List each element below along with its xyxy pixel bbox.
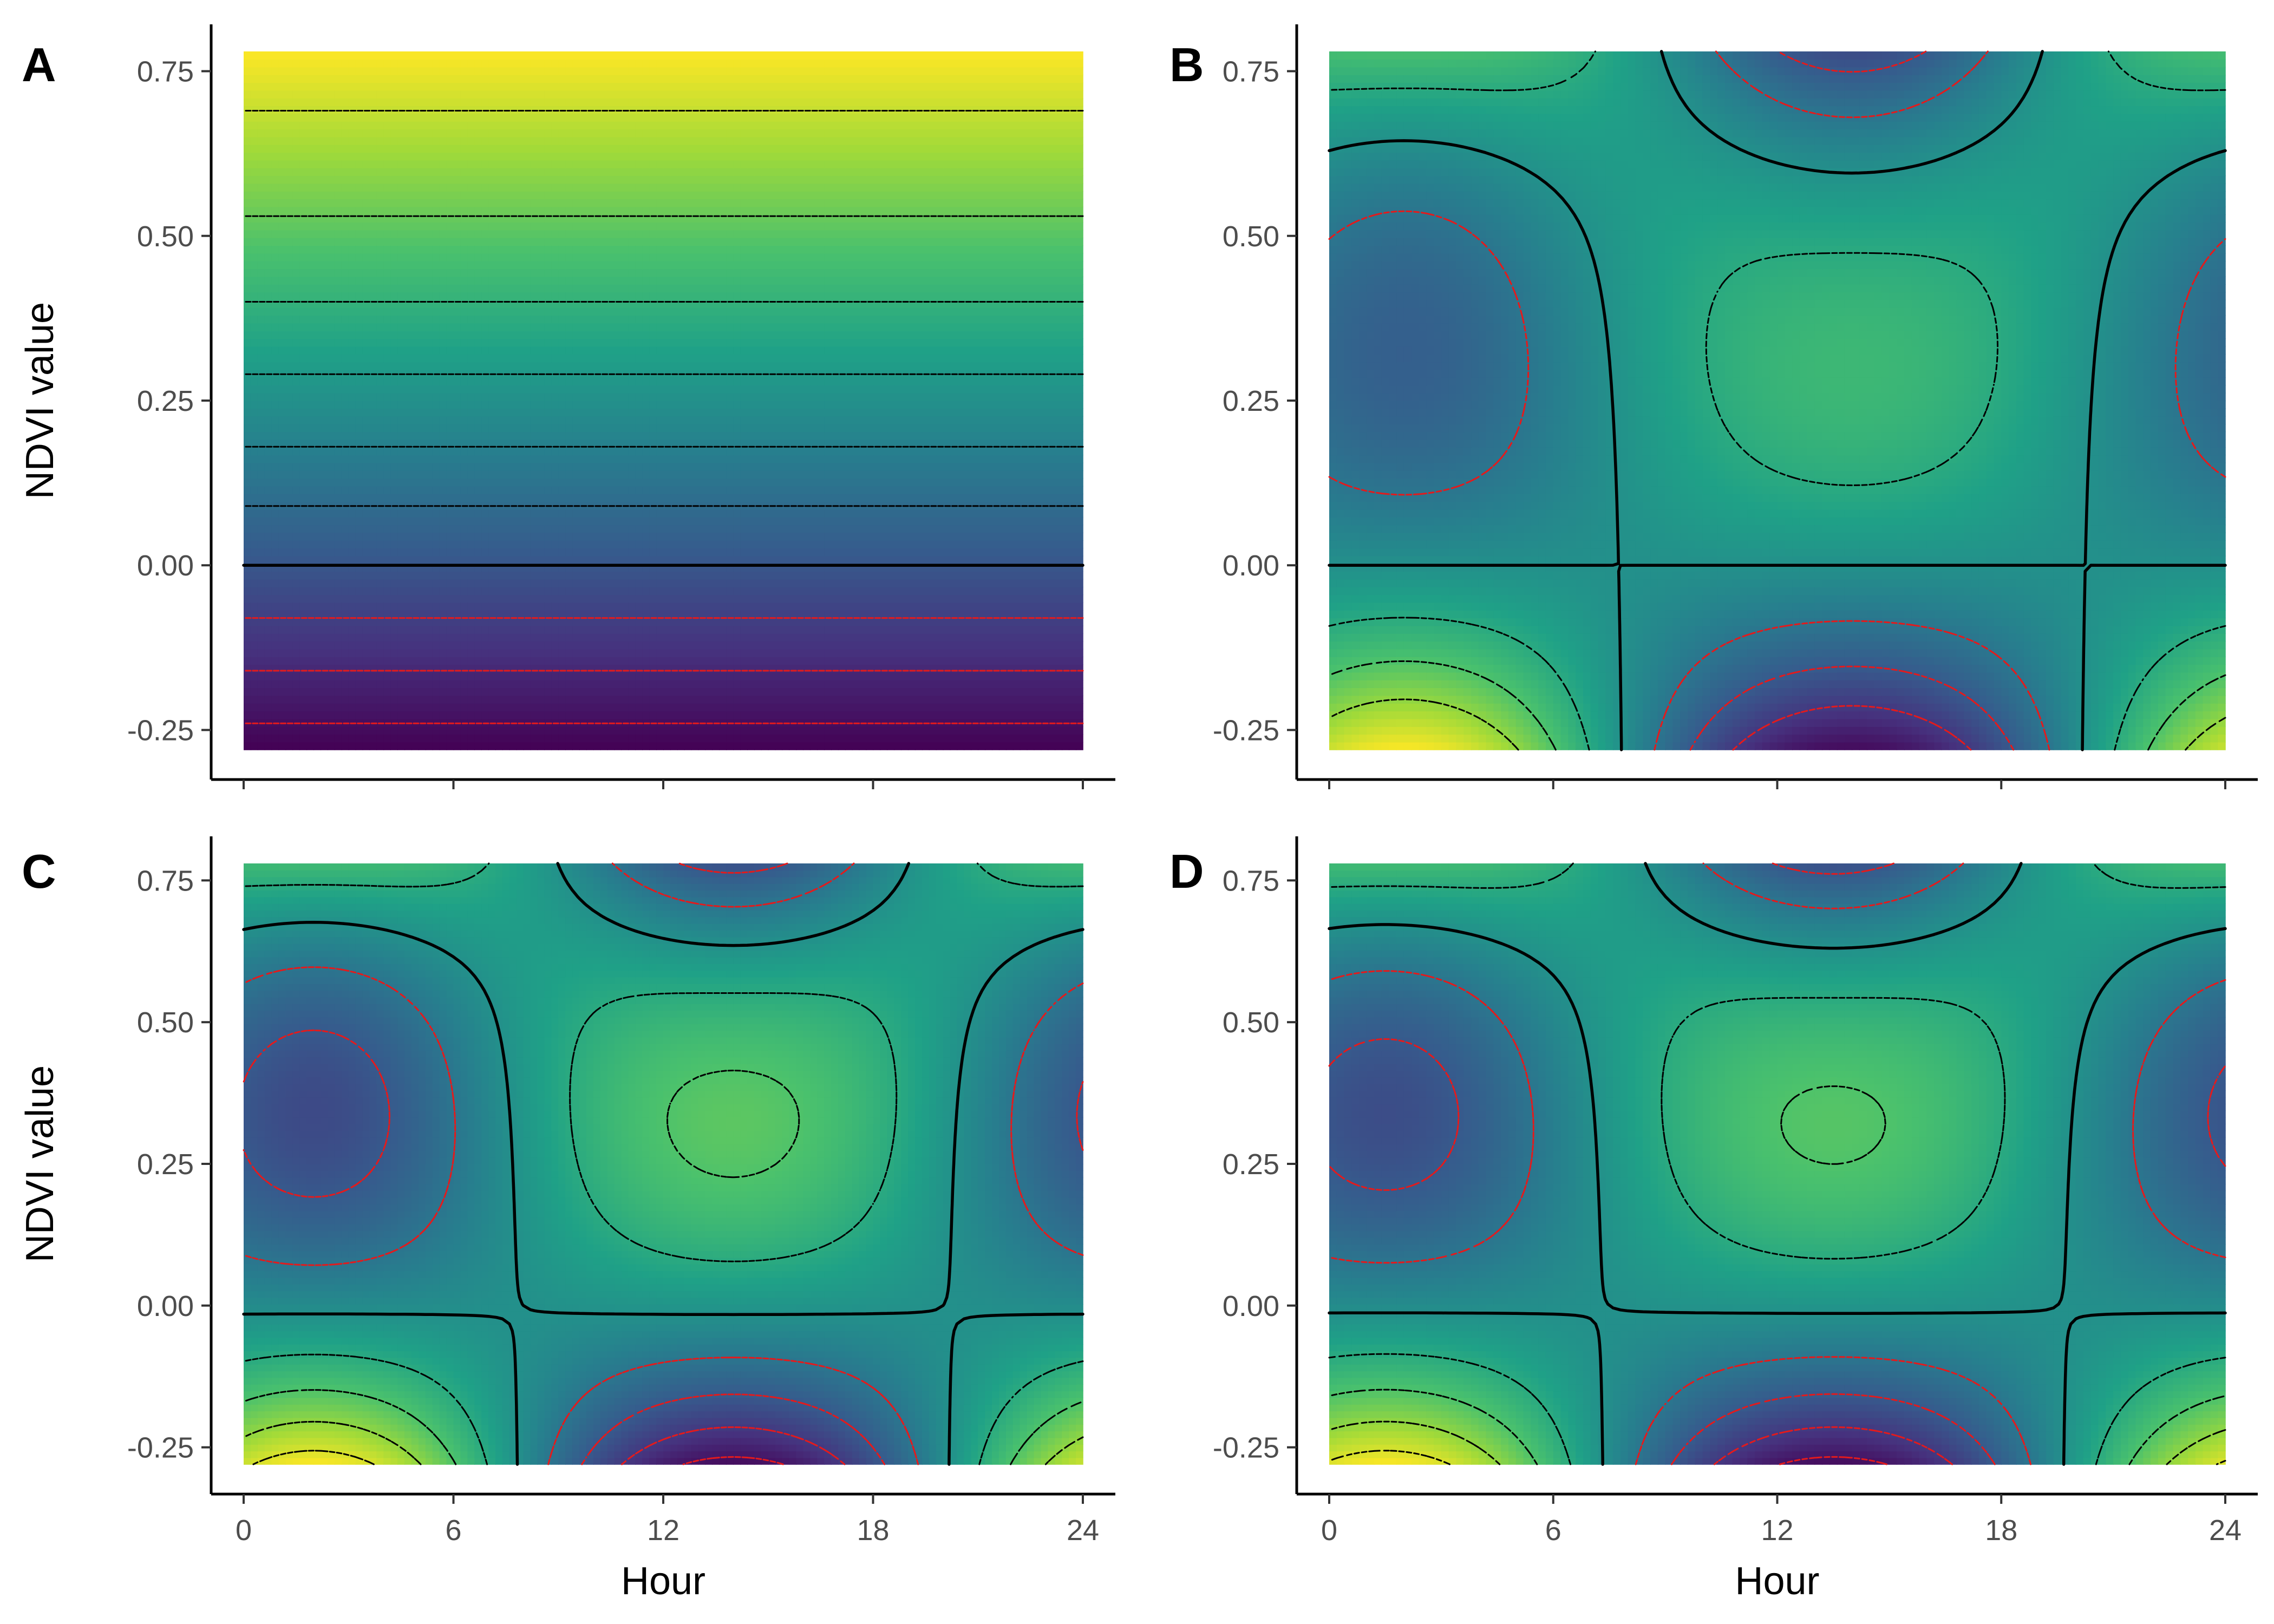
x-tick-label: 12 xyxy=(1761,1514,1793,1547)
y-tick-label: 0.50 xyxy=(1223,1006,1279,1039)
figure: -0.25 0.00 0.25 0.50 0.75 NDVI value A -0.25 0.0… xyxy=(0,0,2274,1624)
y-tick-label: 0.25 xyxy=(1223,385,1279,417)
panel-b: -0.25 0.00 0.25 0.50 0.75 B xyxy=(1169,24,2258,789)
y-tick-label: 0.75 xyxy=(137,56,194,88)
x-tick-label: 12 xyxy=(647,1514,679,1547)
x-tick-label: 6 xyxy=(1545,1514,1561,1547)
y-tick-label: 0.25 xyxy=(137,1148,194,1181)
panel-label: A xyxy=(22,38,56,91)
x-tick-label: 6 xyxy=(445,1514,461,1547)
y-axis-title: NDVI value xyxy=(18,1065,62,1262)
y-tick-label: 0.25 xyxy=(137,385,194,417)
x-axis-title: Hour xyxy=(621,1560,705,1603)
y-tick-label: -0.25 xyxy=(1213,714,1279,746)
y-tick-label: 0.50 xyxy=(137,1006,194,1039)
heatmap-surface xyxy=(244,863,1083,1465)
y-tick-label: -0.25 xyxy=(127,1432,194,1464)
y-tick-label: 0.50 xyxy=(1223,220,1279,253)
x-tick-label: 18 xyxy=(857,1514,889,1547)
heatmap-surface xyxy=(244,51,1083,750)
x-tick-label: 24 xyxy=(2209,1514,2242,1547)
y-tick-label: -0.25 xyxy=(1213,1432,1279,1464)
y-tick-label: 0.75 xyxy=(137,865,194,897)
y-tick-label: 0.00 xyxy=(137,549,194,582)
x-axis-title: Hour xyxy=(1735,1560,1819,1603)
panel-a: -0.25 0.00 0.25 0.50 0.75 NDVI value A xyxy=(18,24,1115,789)
y-tick-label: 0.00 xyxy=(137,1290,194,1322)
panel-d: -0.25 0.00 0.25 0.50 0.75 0 6 12 18 24 Hour D xyxy=(1169,836,2258,1603)
y-tick-label: 0.50 xyxy=(137,220,194,253)
x-tick-label: 0 xyxy=(1321,1514,1337,1547)
heatmap-surface xyxy=(1329,863,2226,1465)
panel-label: C xyxy=(22,844,56,898)
panel-label: D xyxy=(1169,844,1204,898)
x-tick-label: 24 xyxy=(1067,1514,1099,1547)
y-tick-label: 0.00 xyxy=(1223,1290,1279,1322)
x-tick-label: 18 xyxy=(1985,1514,2017,1547)
y-tick-label: 0.00 xyxy=(1223,549,1279,582)
y-tick-label: 0.75 xyxy=(1223,56,1279,88)
panel-label: B xyxy=(1169,38,1204,91)
y-tick-label: -0.25 xyxy=(127,714,194,746)
x-tick-label: 0 xyxy=(236,1514,252,1547)
y-axis-title: NDVI value xyxy=(18,302,62,499)
y-tick-label: 0.75 xyxy=(1223,865,1279,897)
panel-c: -0.25 0.00 0.25 0.50 0.75 0 6 12 18 24 Hour NDVI va… xyxy=(18,836,1115,1603)
y-tick-label: 0.25 xyxy=(1223,1148,1279,1181)
